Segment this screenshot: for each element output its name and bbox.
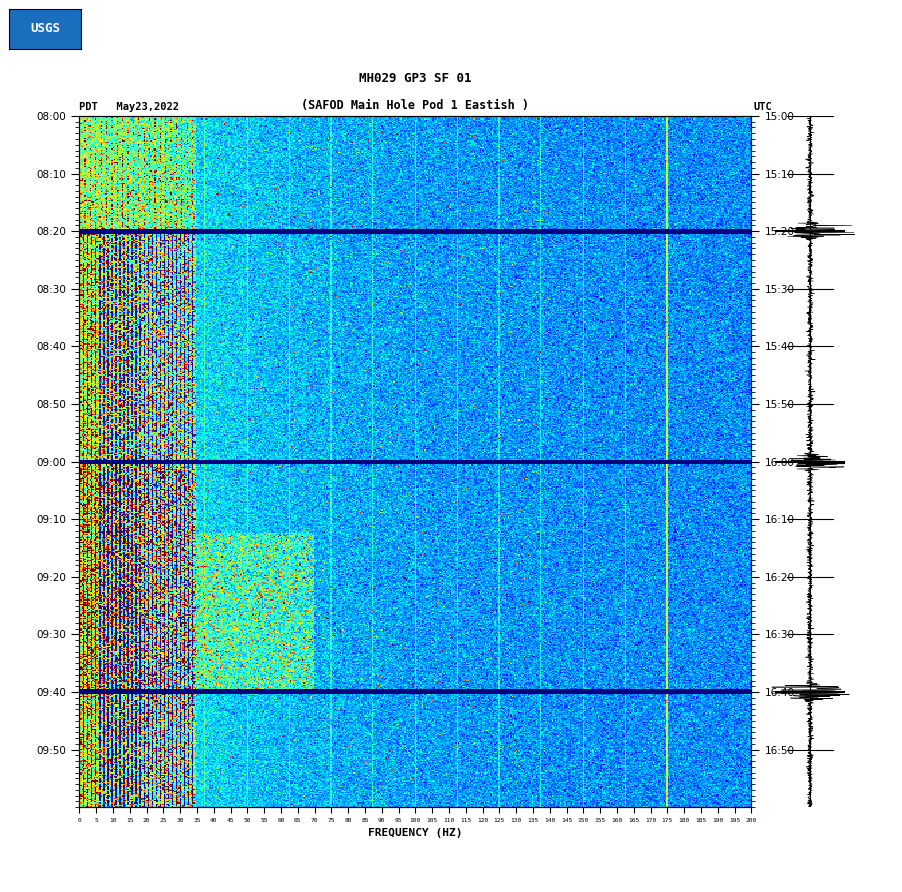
X-axis label: FREQUENCY (HZ): FREQUENCY (HZ) (368, 829, 463, 838)
Text: USGS: USGS (30, 22, 60, 36)
Text: MH029 GP3 SF 01: MH029 GP3 SF 01 (359, 71, 472, 85)
Text: UTC: UTC (753, 102, 772, 112)
Text: (SAFOD Main Hole Pod 1 Eastish ): (SAFOD Main Hole Pod 1 Eastish ) (301, 98, 529, 112)
Text: PDT   May23,2022: PDT May23,2022 (79, 102, 179, 112)
